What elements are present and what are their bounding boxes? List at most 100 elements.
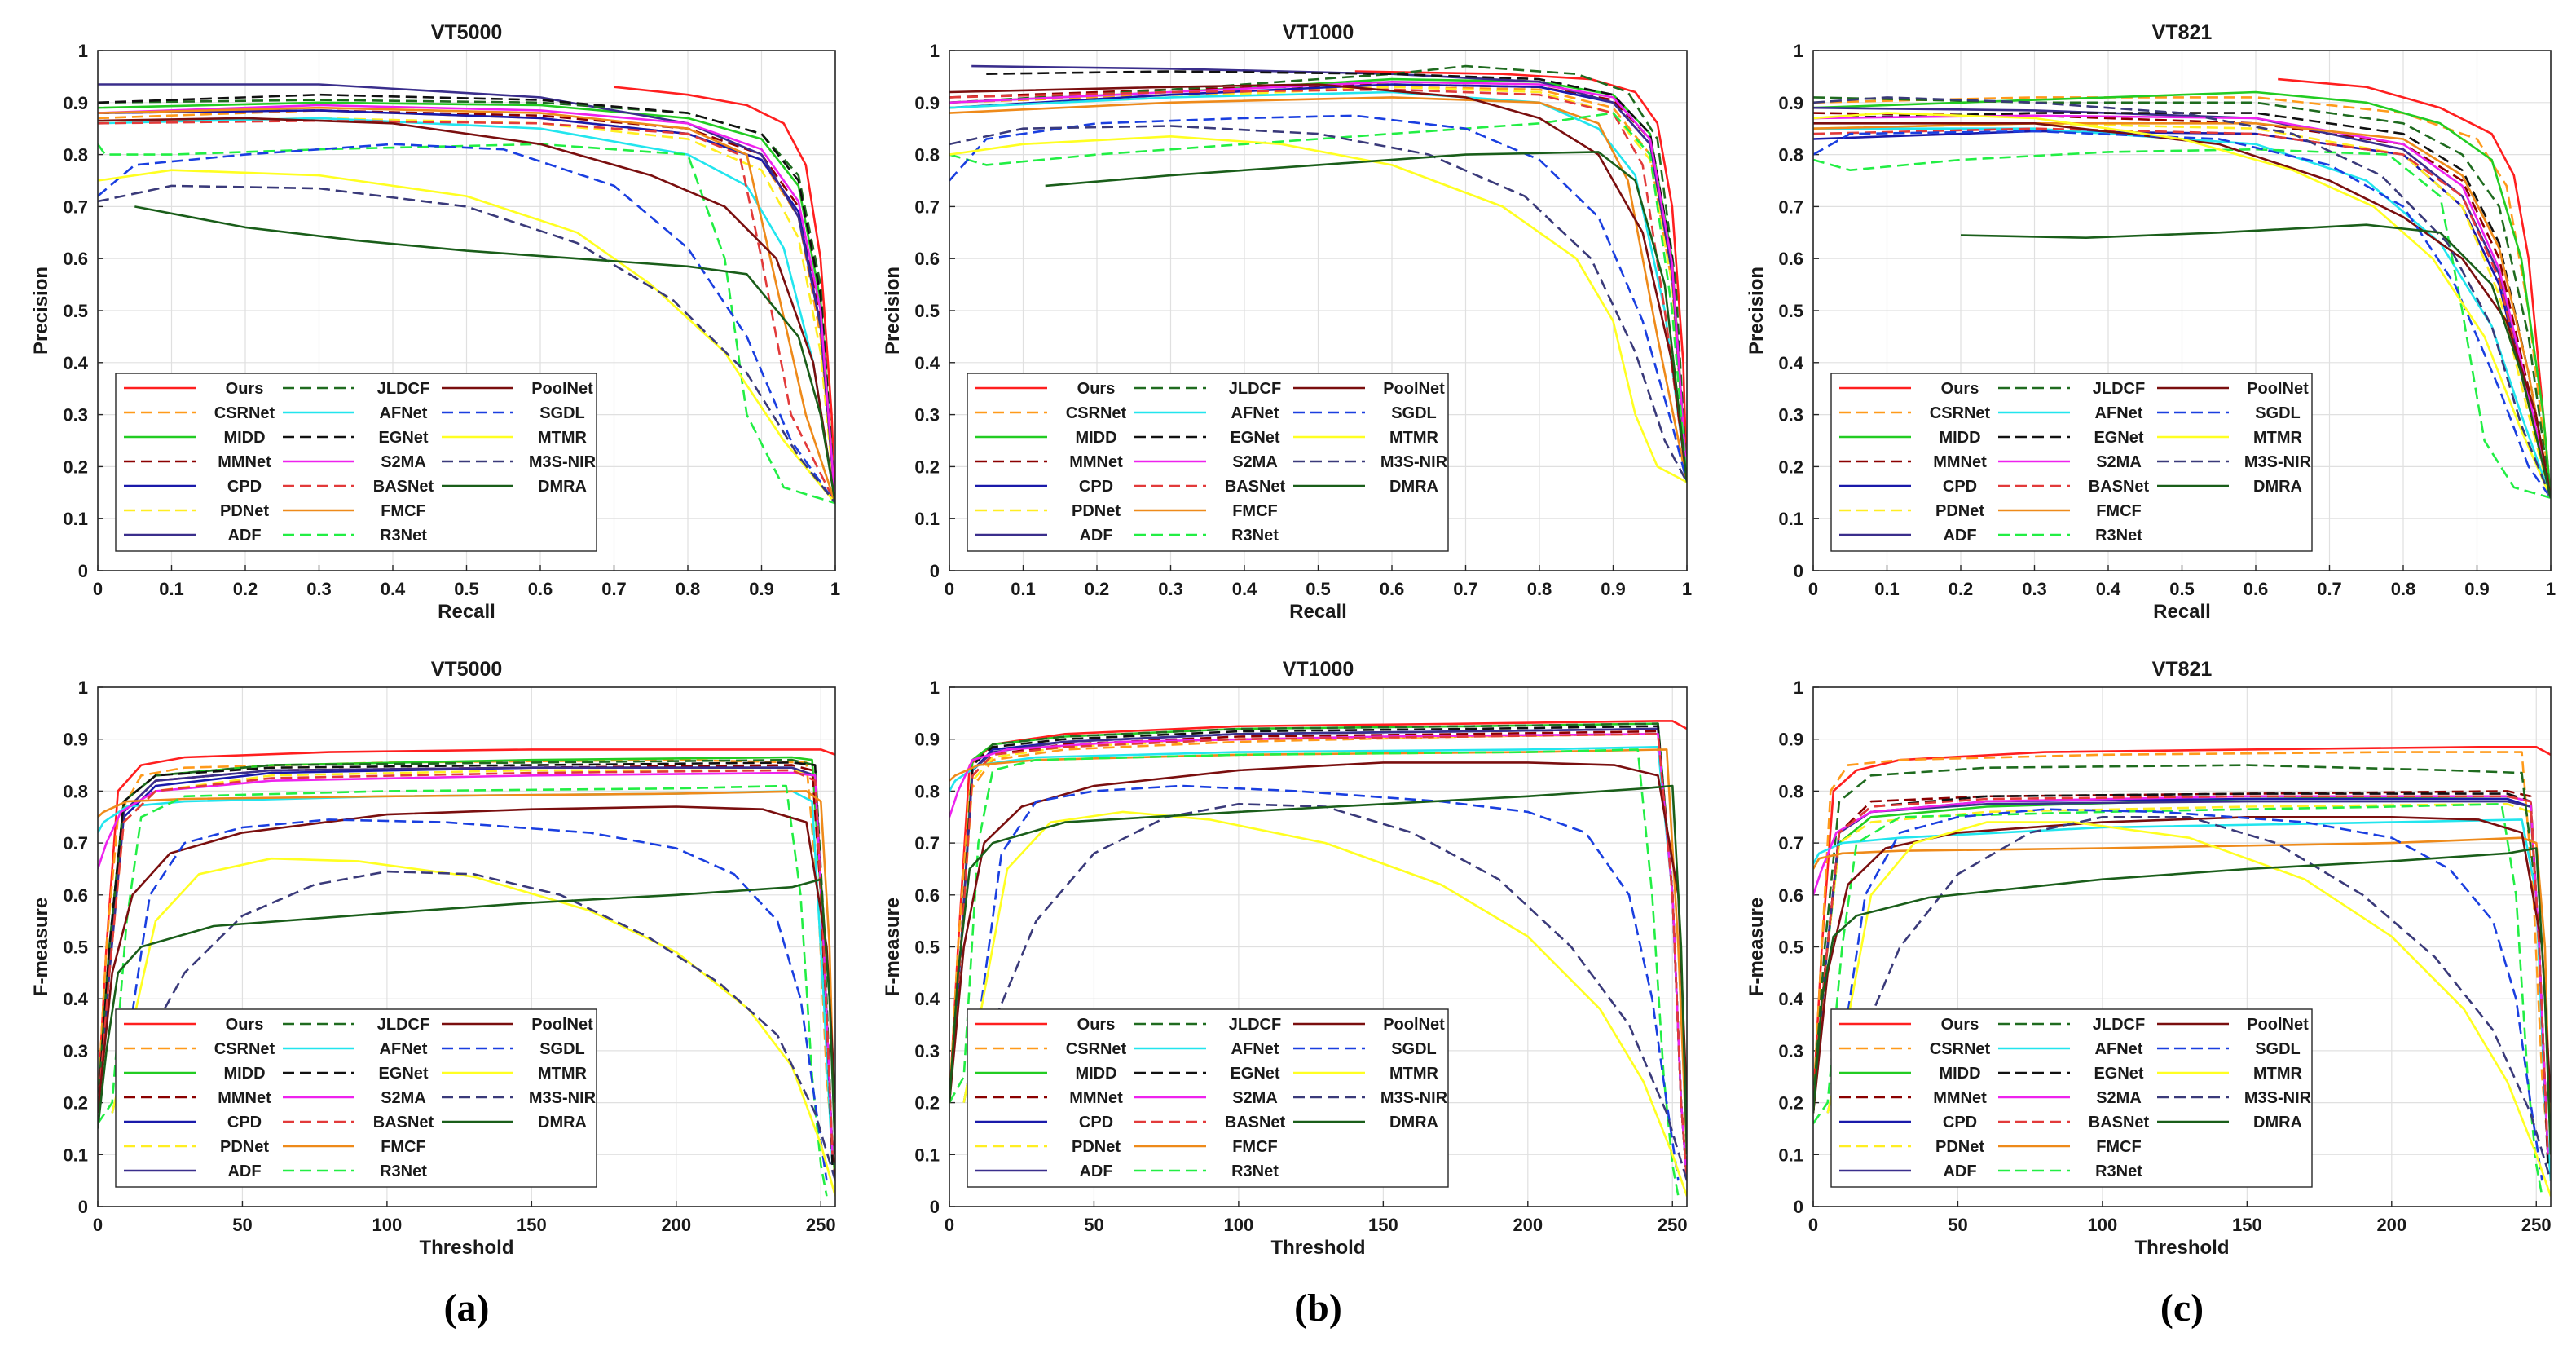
x-tick-label: 1 (2546, 579, 2556, 599)
series-line-ours (98, 748, 835, 1103)
x-tick-label: 0.7 (1453, 579, 1478, 599)
legend-label-egnet: EGNet (2094, 429, 2143, 447)
y-tick-label: 0.6 (63, 885, 88, 906)
series-line-m3s-nir (98, 184, 835, 504)
legend-label-dmra: DMRA (538, 1114, 587, 1132)
y-tick-label: 0.8 (1778, 145, 1803, 165)
series-line-afnet (1813, 127, 2551, 499)
legend-box (1830, 1008, 2313, 1188)
y-tick-label: 0 (78, 1197, 88, 1217)
series-line-ours (1354, 70, 1687, 483)
y-tick-label: 0.7 (1778, 833, 1803, 854)
series-line-dmra (98, 878, 835, 1155)
legend-label-mmnet: MMNet (1933, 453, 1987, 471)
y-tick-label: 0.9 (1778, 730, 1803, 750)
legend-label-dmra: DMRA (1389, 1114, 1438, 1132)
legend-label-mmnet: MMNet (218, 1089, 271, 1107)
y-tick-label: 0.8 (63, 781, 88, 801)
x-tick-label: 150 (517, 1215, 547, 1235)
legend-label-jldcf: JLDCF (2093, 380, 2145, 398)
legend-label-afnet: AFNet (380, 404, 428, 422)
series-group (949, 64, 1687, 483)
y-tick-label: 0.1 (63, 509, 88, 529)
chart-5: 0 0.1 0.2 0.3 0.4 0.5 0.6 0.7 0.8 0.9 1 0 50 100 150 20… (882, 658, 1688, 1259)
series-line-poolnet (1813, 122, 2551, 498)
y-tick-label: 0 (78, 561, 88, 581)
x-tick-label: 0.3 (306, 579, 332, 599)
series-line-basnet (949, 88, 1687, 483)
legend-box (967, 373, 1449, 552)
legend-label-sgdl: SGDL (539, 404, 585, 422)
x-tick-label: 0.4 (2096, 579, 2121, 599)
legend-label-s2ma: S2MA (1232, 453, 1278, 471)
legend-label-m3s-nir: M3S-NIR (1380, 453, 1448, 471)
x-tick-label: 0.8 (676, 579, 701, 599)
legend-label-midd: MIDD (1075, 1065, 1116, 1083)
x-tick-label: 0.4 (1232, 579, 1257, 599)
legend-label-afnet: AFNet (2095, 404, 2143, 422)
legend-label-fmcf: FMCF (2096, 502, 2142, 520)
y-tick-label: 0.3 (1778, 405, 1803, 426)
legend-label-egnet: EGNet (378, 429, 428, 447)
y-tick-label: 0.2 (63, 457, 88, 477)
legend-label-basnet: BASNet (373, 478, 434, 496)
series-line-csrnet (949, 733, 1687, 1181)
legend: Ours CSRNet MIDD MMNet CPD PDNet ADF JLDCF AFNet… (115, 1008, 597, 1188)
y-tick-label: 1 (930, 677, 940, 698)
y-tick-label: 0.2 (914, 1093, 940, 1114)
x-tick-label: 0.1 (1874, 579, 1900, 599)
y-tick-label: 0.4 (1778, 353, 1803, 373)
legend-label-s2ma: S2MA (1232, 1089, 1278, 1107)
series-line-sgdl (962, 784, 1680, 1181)
legend-label-ours: Ours (226, 380, 264, 398)
y-tick-label: 0.1 (1778, 1145, 1803, 1165)
legend-label-r3net: R3Net (2095, 527, 2142, 545)
y-tick-label: 0.8 (914, 145, 940, 165)
plot-frame (97, 50, 836, 571)
legend-label-csrnet: CSRNet (1066, 1040, 1127, 1058)
legend-label-fmcf: FMCF (381, 1138, 426, 1156)
legend-label-cpd: CPD (1943, 478, 1977, 496)
legend-label-midd: MIDD (223, 429, 265, 447)
series-line-m3s-nir (949, 125, 1687, 483)
series-line-poolnet (949, 761, 1687, 1103)
legend-label-fmcf: FMCF (1232, 502, 1278, 520)
series-line-m3s-nir (1841, 816, 2551, 1181)
x-tick-label: 0.7 (601, 579, 627, 599)
y-tick-label: 0.3 (63, 1041, 88, 1061)
legend-label-poolnet: PoolNet (1383, 380, 1445, 398)
panel-label--c-: (c) (2160, 1286, 2204, 1330)
x-tick-label: 200 (661, 1215, 691, 1235)
legend-label-fmcf: FMCF (381, 502, 426, 520)
x-tick-label: 150 (1368, 1215, 1398, 1235)
series-line-dmra (1960, 223, 2551, 498)
series-line-sgdl (1826, 808, 2543, 1181)
chart-title: VT821 (2152, 658, 2213, 681)
x-tick-label: 0.8 (2391, 579, 2416, 599)
legend-label-pdnet: PDNet (1072, 502, 1121, 520)
x-tick-label: 0.2 (1949, 579, 1974, 599)
legend-label-sgdl: SGDL (1391, 404, 1437, 422)
legend-label-poolnet: PoolNet (2247, 380, 2309, 398)
legend-label-sgdl: SGDL (539, 1040, 585, 1058)
chart-title: VT5000 (431, 658, 503, 681)
legend-label-pdnet: PDNet (1935, 502, 1984, 520)
series-line-adf (971, 64, 1687, 483)
series-line-afnet (949, 90, 1687, 483)
legend-label-adf: ADF (227, 527, 261, 545)
legend-label-afnet: AFNet (2095, 1040, 2143, 1058)
y-tick-label: 0.9 (63, 93, 88, 113)
x-tick-label: 1 (830, 579, 840, 599)
y-tick-label: 0.7 (63, 833, 88, 854)
series-line-mtmr (962, 810, 1687, 1197)
legend-label-basnet: BASNet (1225, 1114, 1286, 1132)
y-axis-label: F-measure (1746, 898, 1768, 996)
legend-label-mmnet: MMNet (1069, 453, 1123, 471)
legend-label-sgdl: SGDL (1391, 1040, 1437, 1058)
legend-label-pdnet: PDNet (220, 502, 269, 520)
series-line-ours (1813, 746, 2551, 1103)
y-axis-label: Precision (30, 267, 52, 355)
series-line-poolnet (1813, 816, 2551, 1114)
series-line-jldcf (1813, 96, 2551, 498)
